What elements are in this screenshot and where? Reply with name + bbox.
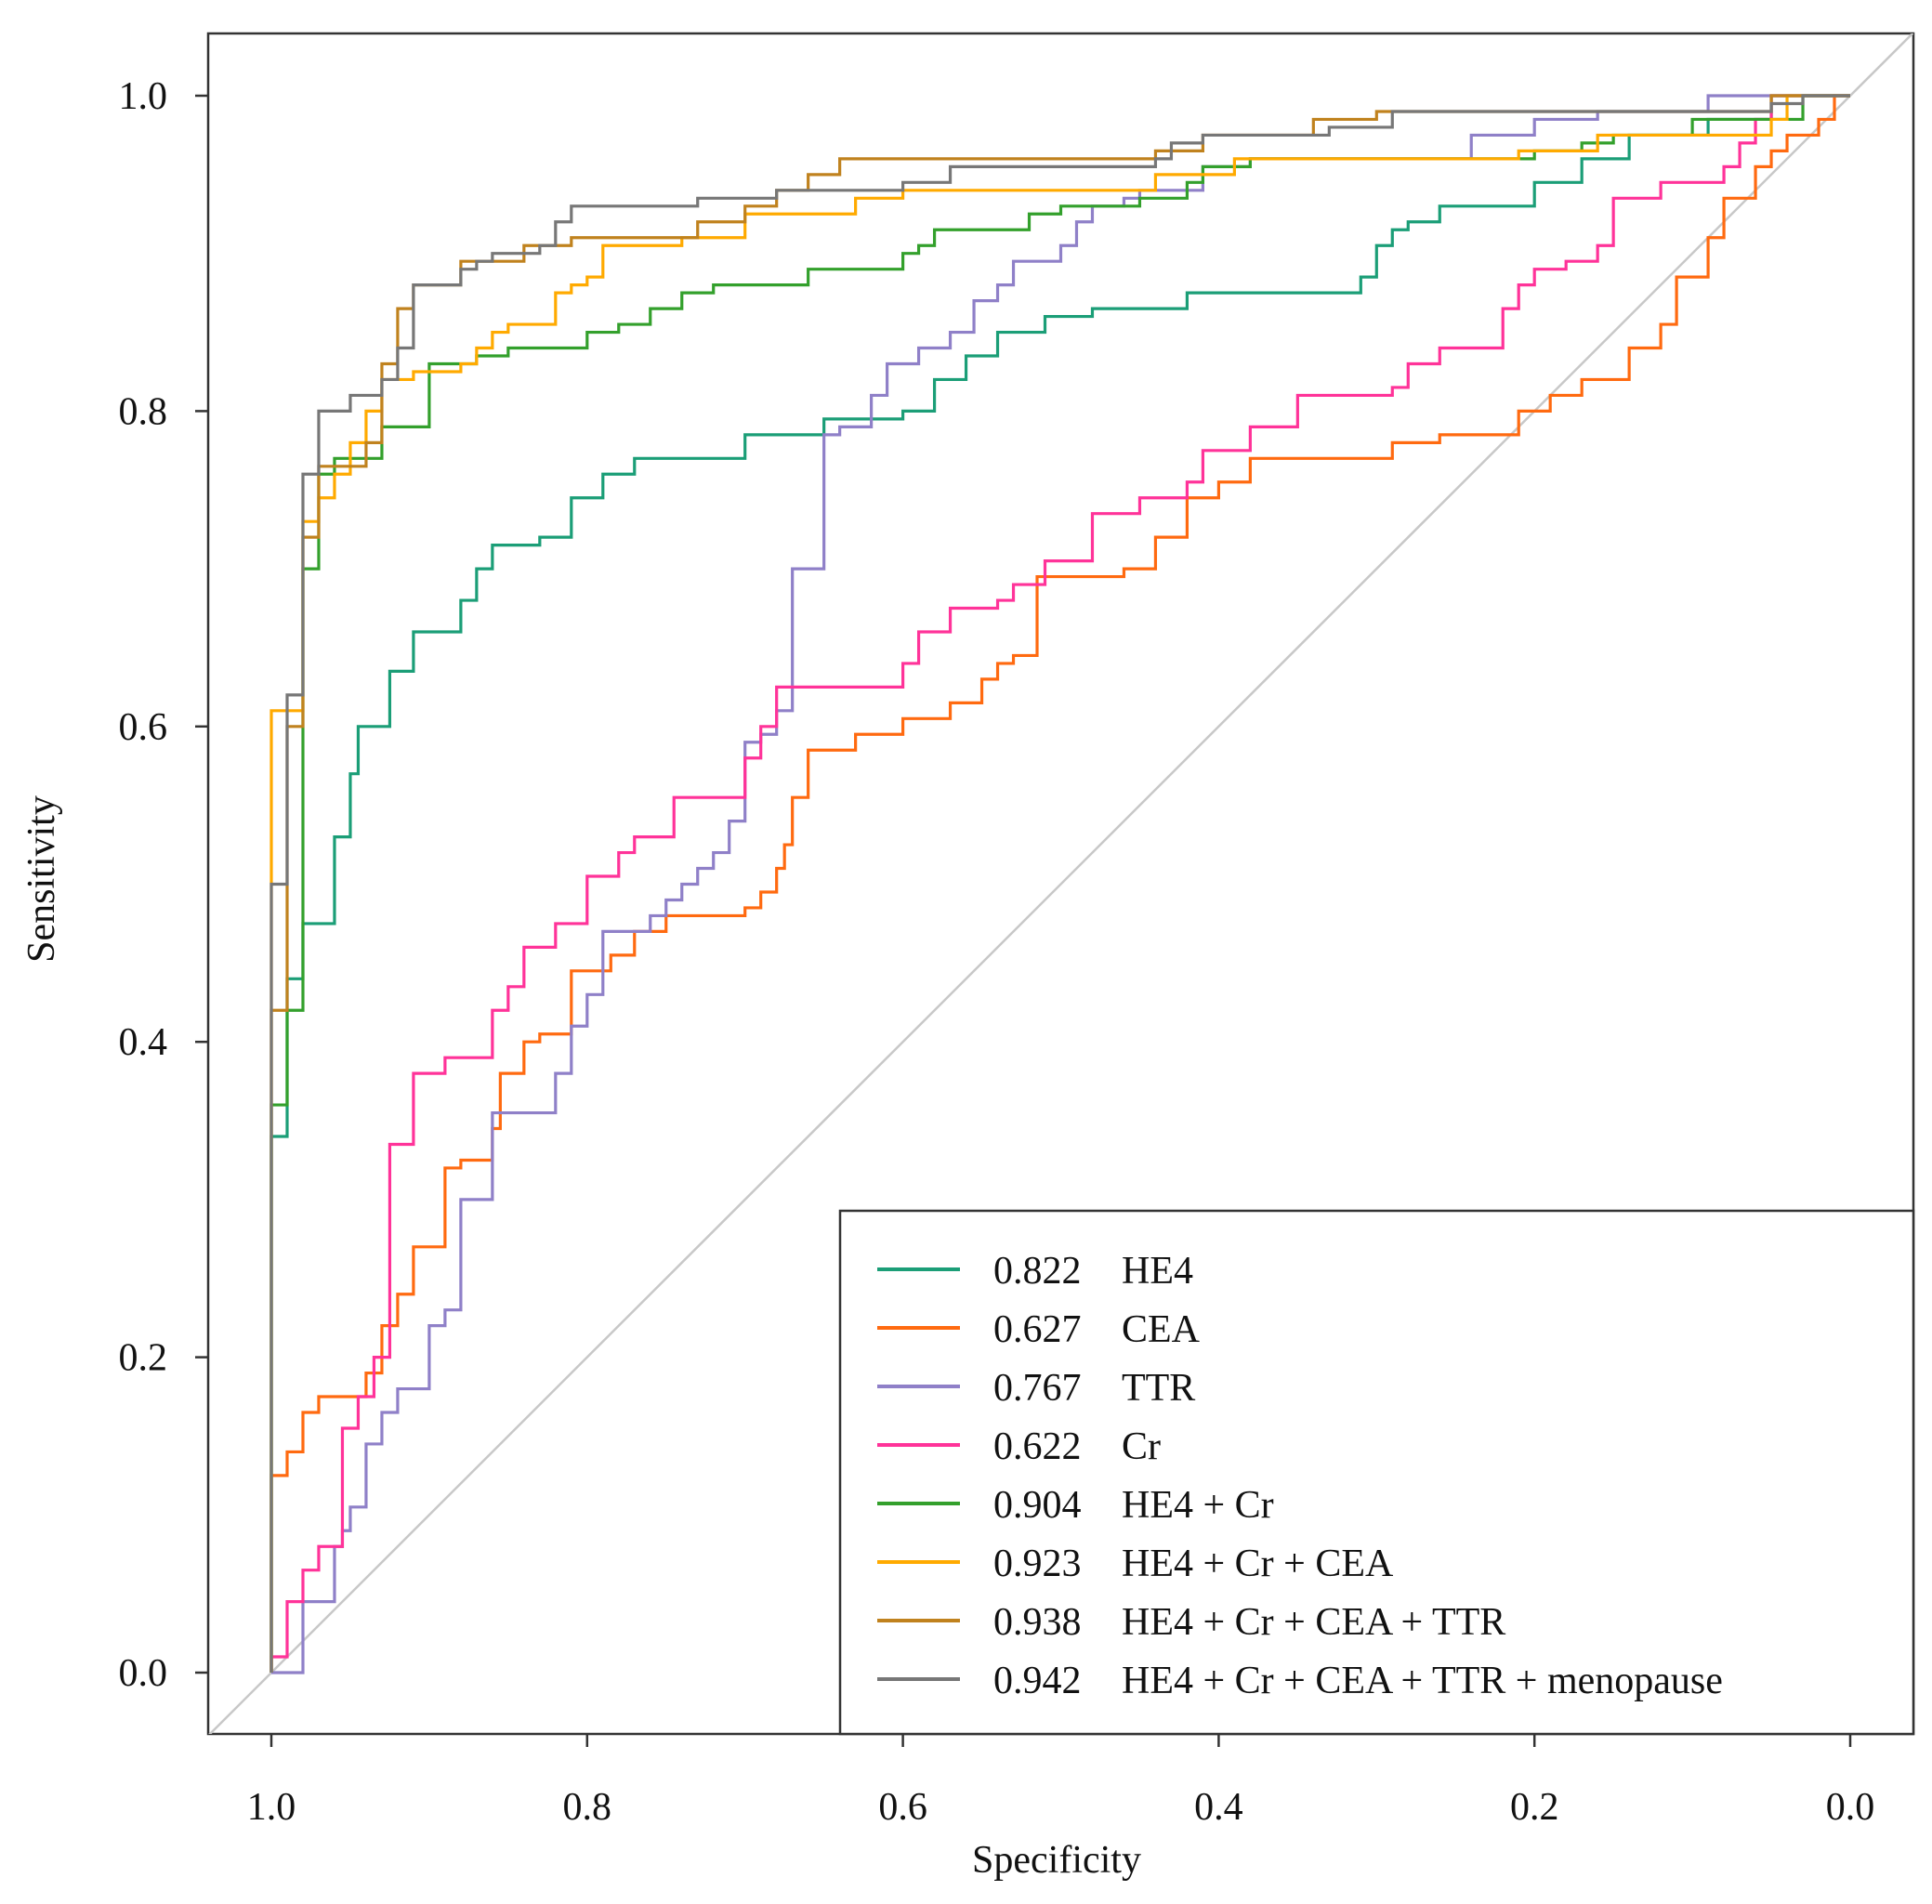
- legend-auc: 0.923: [993, 1543, 1082, 1585]
- y-tick-label: 0.4: [119, 1021, 168, 1064]
- legend: 0.822 HE4 0.627 CEA 0.767 TTR 0.622 Cr 0.904 HE4 …: [838, 1209, 1915, 1736]
- reference-diagonal: [208, 33, 1913, 1734]
- roc-curve-cea: [269, 94, 1850, 1673]
- legend-label: CEA: [1122, 1308, 1201, 1351]
- x-tick-label: 1.0: [247, 1786, 296, 1829]
- legend-frame: [838, 1209, 1915, 1736]
- roc-curve-he4-cr-cea: [269, 94, 1850, 1673]
- x-tick-label: 0.6: [878, 1786, 927, 1829]
- x-tick-label: 0.4: [1194, 1786, 1243, 1829]
- legend-auc: 0.938: [993, 1601, 1082, 1644]
- y-tick-label: 0.6: [119, 706, 168, 749]
- x-tick-label: 0.8: [563, 1786, 612, 1829]
- legend-label: HE4: [1122, 1250, 1193, 1293]
- legend-label: HE4 + Cr: [1122, 1484, 1274, 1527]
- y-tick-label: 0.0: [119, 1652, 168, 1695]
- y-tick-label: 0.2: [119, 1337, 168, 1380]
- roc-curve-he4: [269, 94, 1850, 1673]
- x-tick-label: 0.0: [1826, 1786, 1875, 1829]
- legend-label: HE4 + Cr + CEA: [1122, 1543, 1394, 1585]
- legend-auc: 0.627: [993, 1308, 1082, 1351]
- y-tick-label: 0.8: [119, 390, 168, 433]
- x-tick-label: 0.2: [1510, 1786, 1559, 1829]
- legend-auc: 0.942: [993, 1660, 1082, 1702]
- legend-label: HE4 + Cr + CEA + TTR + menopause: [1122, 1660, 1723, 1702]
- roc-curve-he4-cr-cea-ttr-menopause: [269, 94, 1850, 1673]
- legend-auc: 0.622: [993, 1425, 1082, 1468]
- legend-auc: 0.822: [993, 1250, 1082, 1293]
- x-axis-label: Specificity: [972, 1839, 1141, 1882]
- y-tick-label: 1.0: [119, 75, 168, 118]
- legend-label: TTR: [1122, 1367, 1195, 1410]
- legend-auc: 0.767: [993, 1367, 1082, 1410]
- roc-curve-cr: [269, 94, 1850, 1673]
- legend-label: Cr: [1122, 1425, 1161, 1468]
- y-axis-label: Sensitivity: [20, 795, 63, 963]
- legend-label: HE4 + Cr + CEA + TTR: [1122, 1601, 1505, 1644]
- legend-auc: 0.904: [993, 1484, 1082, 1527]
